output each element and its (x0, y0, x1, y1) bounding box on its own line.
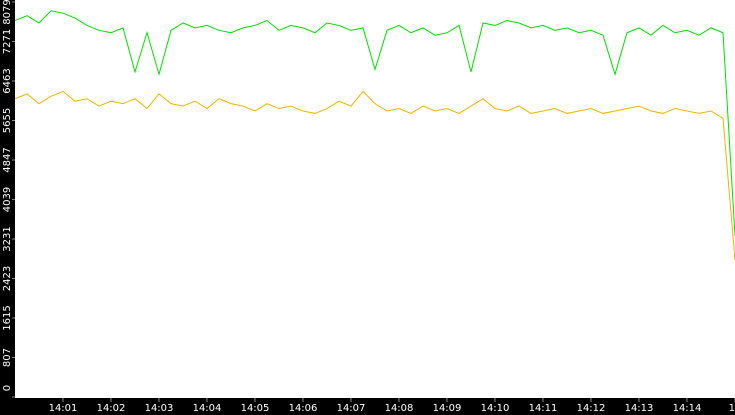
y-tick-label: 3231 (2, 226, 13, 251)
x-tick-label: 14:04 (193, 403, 222, 414)
x-tick-label: 14:11 (529, 403, 558, 414)
x-tick-label: 14:10 (481, 403, 510, 414)
y-tick-label: 2423 (2, 266, 13, 291)
y-tick-label: 8079 (2, 0, 13, 25)
x-tick-label: 14:02 (97, 403, 126, 414)
x-tick-label: 14:03 (145, 403, 174, 414)
y-tick-label: 6463 (2, 68, 13, 93)
y-tick-label: 5655 (2, 108, 13, 133)
x-tick-label: 14 (729, 403, 735, 414)
plot-area (15, 0, 735, 398)
x-tick-label: 14:08 (385, 403, 414, 414)
y-tick-label: 4847 (2, 147, 13, 172)
series-line (14, 10, 735, 236)
y-tick-label: 1615 (2, 305, 13, 330)
y-tick-label: 807 (2, 348, 13, 367)
series-line (14, 90, 735, 261)
x-tick-label: 14:09 (433, 403, 462, 414)
x-tick-label: 14:14 (673, 403, 702, 414)
x-tick-label: 14:07 (337, 403, 366, 414)
x-tick-label: 14:01 (49, 403, 78, 414)
x-tick-label: 14:12 (577, 403, 606, 414)
y-tick-label: 4039 (2, 187, 13, 212)
x-tick-label: 14:05 (241, 403, 270, 414)
x-tick-label: 14:13 (625, 403, 654, 414)
x-tick-label: 14:06 (289, 403, 318, 414)
y-tick-label: 0 (2, 385, 13, 391)
y-tick-label: 7271 (2, 29, 13, 54)
